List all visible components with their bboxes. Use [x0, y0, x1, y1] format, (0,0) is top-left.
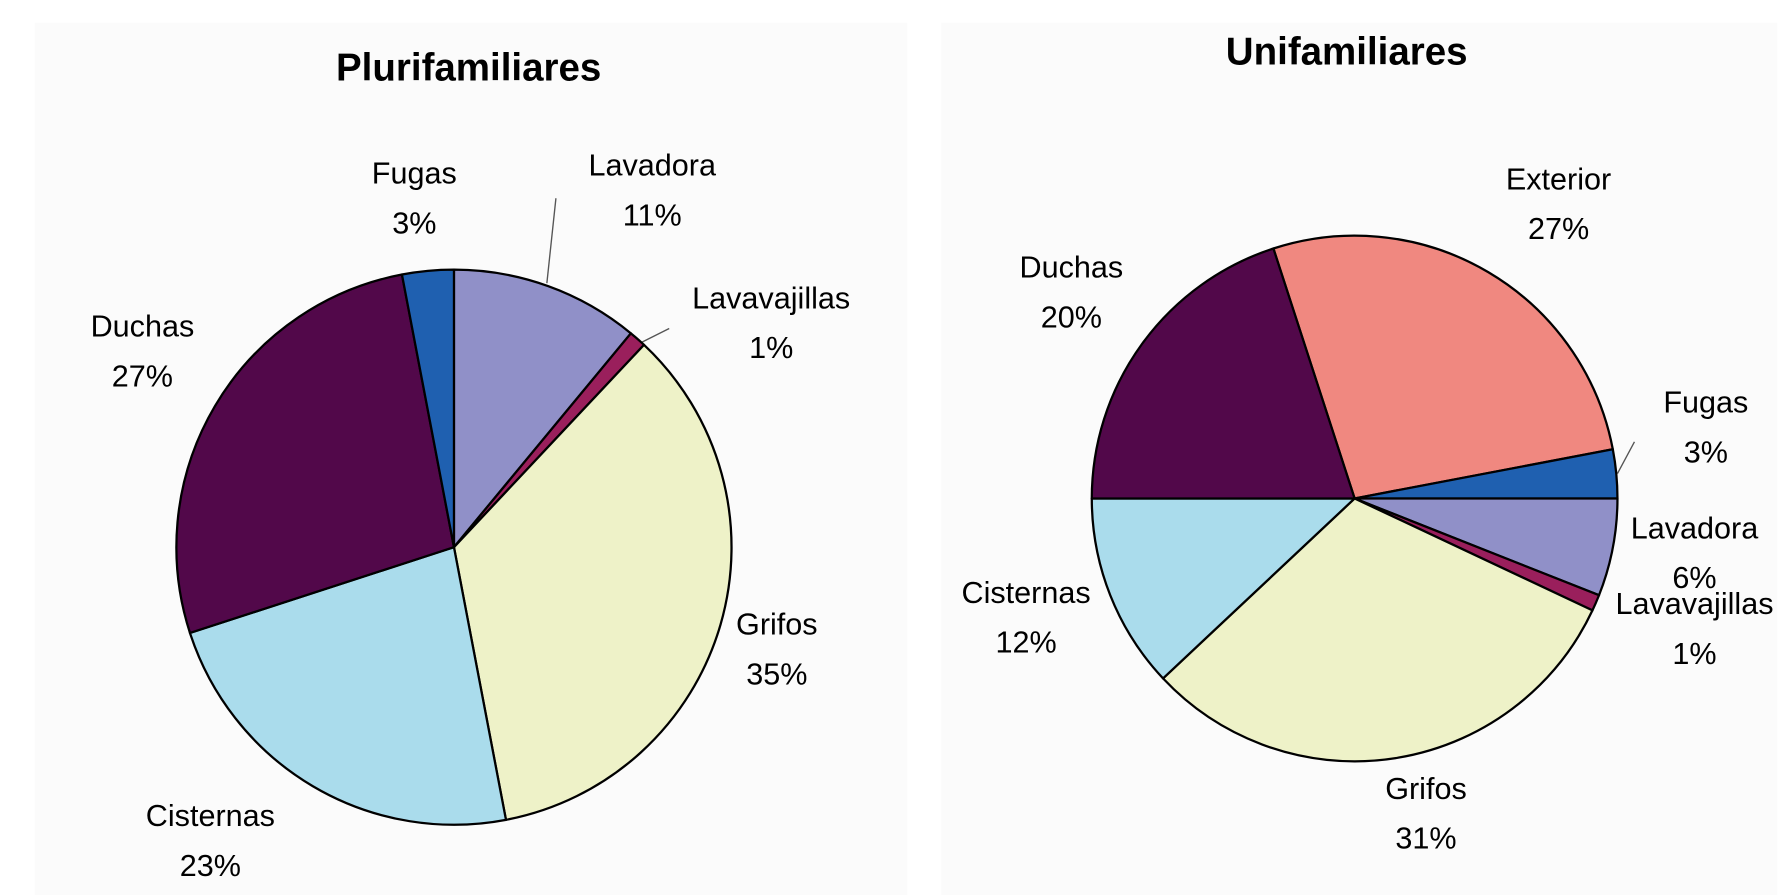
data-label: 11%	[623, 199, 682, 233]
category-label: Duchas	[1020, 251, 1124, 285]
data-label: 6%	[1672, 561, 1716, 595]
leader-line	[1616, 441, 1636, 474]
category-label: Lavavajillas	[1615, 587, 1773, 621]
data-label: 27%	[1528, 212, 1589, 246]
category-label: Lavavajillas	[692, 281, 850, 315]
pie-slice	[1090, 497, 1356, 680]
chart-title: Plurifamiliares	[336, 46, 601, 89]
pie-slice	[400, 268, 456, 549]
data-label: 3%	[392, 207, 436, 241]
data-label: 3%	[1684, 435, 1728, 469]
data-label: 35%	[746, 657, 807, 691]
category-label: Fugas	[1663, 386, 1748, 420]
pie-slice	[1090, 247, 1356, 500]
chart-title: Unifamiliares	[1226, 31, 1468, 74]
category-label: Exterior	[1506, 162, 1611, 196]
pie-slice	[1272, 234, 1614, 500]
pie-slice	[452, 268, 633, 549]
data-label: 1%	[1672, 637, 1716, 671]
data-label: 27%	[112, 359, 173, 393]
data-label: 12%	[995, 626, 1056, 660]
pie-slice	[1161, 497, 1594, 763]
category-label: Duchas	[91, 310, 195, 344]
category-label: Lavadora	[588, 149, 716, 183]
category-label: Lavadora	[1631, 511, 1759, 545]
data-label: 31%	[1395, 822, 1456, 856]
pie-slice	[175, 273, 456, 635]
category-label: Grifos	[736, 608, 818, 642]
data-label: 20%	[1041, 301, 1102, 335]
category-label: Fugas	[372, 157, 457, 191]
pie-slice	[188, 546, 508, 826]
leader-line	[641, 327, 670, 343]
category-label: Cisternas	[962, 576, 1091, 610]
data-label: 1%	[749, 331, 793, 365]
category-label: Grifos	[1385, 772, 1467, 806]
pie-slice	[452, 343, 733, 821]
data-label: 23%	[180, 849, 241, 883]
leader-line	[546, 198, 557, 284]
category-label: Cisternas	[146, 799, 275, 833]
